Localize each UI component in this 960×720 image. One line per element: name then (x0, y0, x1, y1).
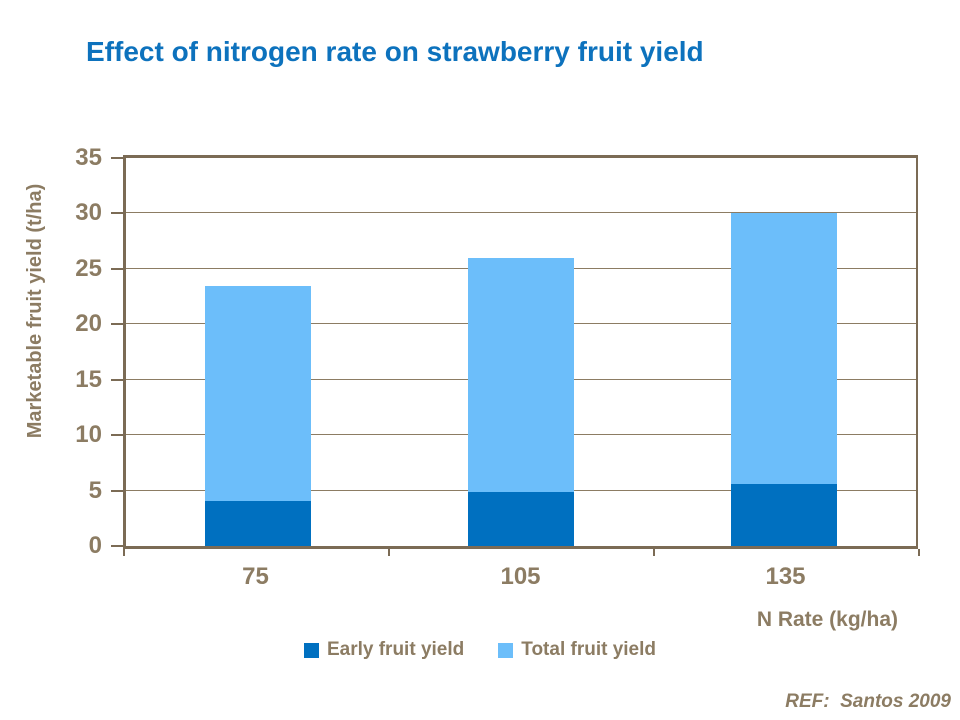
y-tick-label-5: 5 (88, 476, 102, 504)
legend-label-1: Total fruit yield (521, 639, 657, 660)
gridline-30 (126, 212, 916, 214)
legend-item-0: Early fruit yield (303, 639, 465, 661)
legend-swatch-0 (303, 642, 319, 658)
x-tick-mark-2 (653, 549, 655, 556)
x-tick-label-135: 135 (765, 563, 806, 590)
y-tick-label-20: 20 (75, 310, 102, 338)
x-tick-mark-1 (388, 549, 390, 556)
y-tick-label-0: 0 (88, 532, 102, 559)
bar-early-105 (468, 491, 574, 546)
y-axis-title: Marketable fruit yield (t/ha) (24, 183, 46, 439)
x-axis-title: N Rate (kg/ha) (756, 608, 898, 631)
bar-early-135 (731, 483, 838, 546)
bar-early-75 (204, 500, 311, 546)
y-tick-mark-25 (111, 267, 123, 270)
y-tick-label-30: 30 (75, 199, 102, 227)
legend-item-1: Total fruit yield (498, 639, 656, 661)
y-tick-label-35: 35 (75, 144, 102, 171)
plot-area (123, 155, 918, 549)
chart-title: Effect of nitrogen rate on strawberry fr… (86, 36, 704, 67)
y-tick-label-10: 10 (75, 421, 102, 449)
y-tick-mark-20 (111, 323, 123, 326)
y-tick-mark-35 (111, 157, 123, 159)
x-tick-mark-3 (918, 549, 920, 556)
y-tick-mark-0 (111, 545, 123, 547)
y-tick-mark-10 (111, 434, 123, 437)
y-tick-label-15: 15 (75, 365, 102, 393)
y-tick-mark-5 (111, 489, 123, 492)
legend: Early fruit yield Total fruit yield (0, 639, 960, 661)
x-tick-label-105: 105 (500, 563, 541, 590)
y-tick-mark-15 (111, 378, 123, 381)
y-tick-label-25: 25 (75, 254, 102, 282)
x-tick-label-75: 75 (242, 563, 269, 590)
reference-note: REF: Santos 2009 (785, 691, 951, 712)
legend-swatch-1 (498, 642, 514, 658)
y-tick-mark-30 (111, 212, 123, 215)
x-tick-mark-0 (123, 549, 125, 556)
legend-label-0: Early fruit yield (326, 639, 465, 660)
